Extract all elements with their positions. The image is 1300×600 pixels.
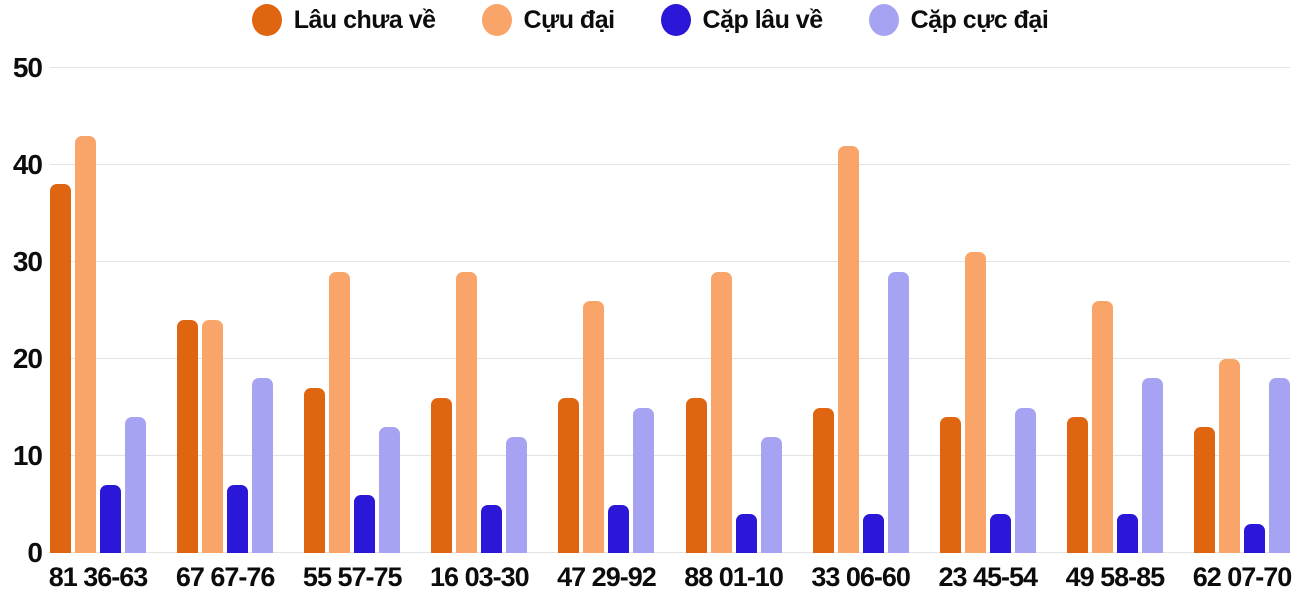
bar[interactable] bbox=[583, 300, 605, 553]
legend-label: Lâu chưa về bbox=[293, 5, 436, 34]
bar[interactable] bbox=[1014, 407, 1036, 553]
bar-row bbox=[685, 68, 782, 553]
bar-row bbox=[50, 68, 146, 553]
bar[interactable] bbox=[1116, 514, 1138, 553]
bar-group: 47 29-92 bbox=[557, 68, 657, 592]
bar-row bbox=[1193, 68, 1290, 553]
bar[interactable] bbox=[964, 252, 986, 553]
x-tick-label: 62 07-70 bbox=[1192, 562, 1293, 592]
bar[interactable] bbox=[329, 271, 351, 553]
bar[interactable] bbox=[989, 514, 1011, 553]
y-tick-label: 0 bbox=[27, 537, 43, 568]
bar-group: 16 03-30 bbox=[430, 68, 530, 592]
bar[interactable] bbox=[887, 271, 909, 553]
x-tick-label: 49 58-85 bbox=[1065, 562, 1166, 592]
bar[interactable] bbox=[506, 436, 528, 553]
bar-row bbox=[431, 68, 528, 553]
bar[interactable] bbox=[125, 417, 146, 553]
bar-group: 23 45-54 bbox=[938, 68, 1038, 592]
legend-swatch-icon bbox=[660, 4, 691, 36]
y-tick-label: 20 bbox=[12, 343, 43, 374]
x-tick-label: 55 57-75 bbox=[302, 562, 403, 592]
bar[interactable] bbox=[1243, 523, 1265, 553]
gridline bbox=[50, 455, 1290, 456]
legend-item[interactable]: Cựu đại bbox=[481, 4, 616, 36]
gridline bbox=[50, 67, 1290, 68]
y-tick-label: 50 bbox=[12, 52, 43, 83]
bar-group: 33 06-60 bbox=[811, 68, 911, 592]
legend-item[interactable]: Lâu chưa về bbox=[251, 4, 436, 36]
bar[interactable] bbox=[304, 388, 326, 553]
bar[interactable] bbox=[1091, 300, 1113, 553]
bar[interactable] bbox=[685, 397, 707, 553]
bar[interactable] bbox=[1141, 378, 1163, 553]
bar[interactable] bbox=[1218, 359, 1240, 553]
legend-item[interactable]: Cặp lâu về bbox=[660, 4, 824, 36]
bar[interactable] bbox=[558, 397, 580, 553]
bar[interactable] bbox=[177, 320, 199, 553]
legend-item[interactable]: Cặp cực đại bbox=[868, 4, 1049, 36]
bar-group: 55 57-75 bbox=[303, 68, 403, 592]
bar-group: 88 01-10 bbox=[684, 68, 784, 592]
gridline bbox=[50, 552, 1290, 553]
bar[interactable] bbox=[1268, 378, 1290, 553]
bar-row bbox=[304, 68, 401, 553]
bar[interactable] bbox=[227, 485, 249, 553]
legend-swatch-icon bbox=[251, 4, 282, 36]
gridline bbox=[50, 164, 1290, 165]
y-tick-label: 10 bbox=[12, 440, 43, 471]
bar[interactable] bbox=[252, 378, 274, 553]
x-tick-label: 23 45-54 bbox=[938, 562, 1038, 592]
x-tick-label: 81 36-63 bbox=[48, 562, 149, 592]
bar[interactable] bbox=[202, 320, 224, 553]
x-tick-label: 47 29-92 bbox=[557, 562, 657, 592]
bar[interactable] bbox=[431, 397, 453, 553]
gridline bbox=[50, 358, 1290, 359]
bar-group: 62 07-70 bbox=[1193, 68, 1292, 592]
bar-row bbox=[812, 68, 909, 553]
legend-swatch-icon bbox=[868, 4, 899, 36]
bar[interactable] bbox=[735, 514, 757, 553]
legend-label: Cựu đại bbox=[523, 5, 616, 34]
bar-row bbox=[558, 68, 655, 553]
bar[interactable] bbox=[760, 436, 782, 553]
bar[interactable] bbox=[608, 504, 630, 553]
bar-row bbox=[177, 68, 274, 553]
bar[interactable] bbox=[812, 407, 834, 553]
x-tick-label: 88 01-10 bbox=[684, 562, 784, 592]
legend-label: Cặp lâu về bbox=[702, 5, 824, 34]
gridline bbox=[50, 261, 1290, 262]
bar[interactable] bbox=[862, 514, 884, 553]
bar[interactable] bbox=[1193, 426, 1215, 553]
bar[interactable] bbox=[100, 485, 121, 553]
x-tick-label: 33 06-60 bbox=[811, 562, 911, 592]
bar[interactable] bbox=[379, 426, 401, 553]
bar-groups: 81 36-63 67 67-76 55 57-75 16 03-30 47 29-92… bbox=[49, 68, 1292, 592]
x-tick-label: 16 03-30 bbox=[430, 562, 530, 592]
bar[interactable] bbox=[75, 135, 96, 553]
bar[interactable] bbox=[939, 417, 961, 553]
y-tick-label: 30 bbox=[12, 246, 43, 277]
bar[interactable] bbox=[710, 271, 732, 553]
bar-group: 81 36-63 bbox=[49, 68, 148, 592]
bar[interactable] bbox=[50, 184, 71, 553]
bar-group: 49 58-85 bbox=[1066, 68, 1165, 592]
bar[interactable] bbox=[481, 504, 503, 553]
bar[interactable] bbox=[633, 407, 655, 553]
bar-row bbox=[939, 68, 1036, 553]
legend-label: Cặp cực đại bbox=[910, 5, 1049, 34]
bar[interactable] bbox=[1066, 417, 1088, 553]
x-tick-label: 67 67-76 bbox=[175, 562, 276, 592]
bar[interactable] bbox=[837, 145, 859, 553]
plot-area: 81 36-63 67 67-76 55 57-75 16 03-30 47 29-92… bbox=[49, 67, 1292, 592]
y-tick-label: 40 bbox=[12, 149, 43, 180]
bar[interactable] bbox=[456, 271, 478, 553]
legend-swatch-icon bbox=[481, 4, 512, 36]
bar[interactable] bbox=[354, 494, 376, 553]
legend: Lâu chưa về Cựu đại Cặp lâu về Cặp cực đại bbox=[0, 4, 1300, 36]
bar-row bbox=[1066, 68, 1163, 553]
bar-group: 67 67-76 bbox=[176, 68, 275, 592]
y-axis-labels: 0 10 20 30 40 50 bbox=[0, 52, 44, 568]
